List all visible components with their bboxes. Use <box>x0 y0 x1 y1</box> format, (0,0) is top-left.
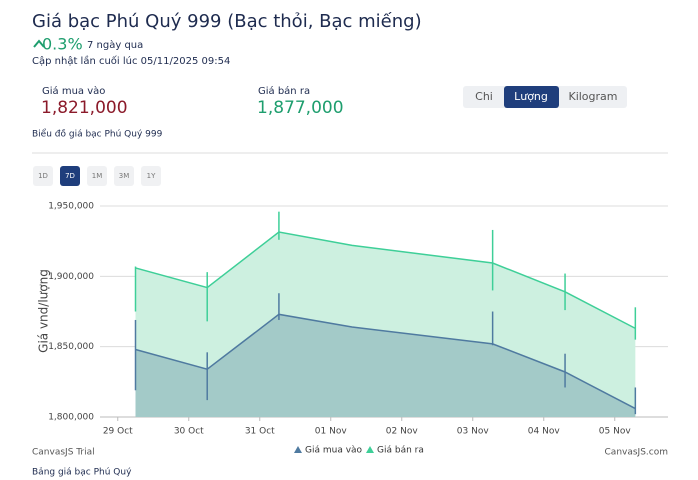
legend-label[interactable]: Giá mua vào <box>305 446 363 456</box>
price-value: 1,877,000 <box>257 98 344 118</box>
range-label[interactable]: 3M <box>119 172 130 180</box>
updated: Cập nhật lần cuối lúc 05/11/2025 09:54 <box>32 55 230 67</box>
range-label[interactable]: 7D <box>65 172 75 180</box>
x-tick-label: 01 Nov <box>315 427 348 437</box>
unit-tab[interactable]: Kilogram <box>568 90 617 103</box>
range-button[interactable] <box>60 166 80 186</box>
x-tick-label: 05 Nov <box>599 427 632 437</box>
y-axis-title: Giá vnd/lượng <box>37 269 51 353</box>
legend-marker <box>294 446 302 453</box>
change: 0.3% <box>42 35 83 54</box>
credit: CanvasJS Trial <box>32 448 95 458</box>
credit[interactable]: CanvasJS.com <box>605 448 668 458</box>
range-button[interactable] <box>114 166 134 186</box>
price-label: Giá bán ra <box>258 85 310 97</box>
y-tick-label: 1,800,000 <box>48 413 94 423</box>
x-tick-label: 04 Nov <box>528 427 561 437</box>
y-tick-label: 1,900,000 <box>48 272 94 282</box>
y-tick-label: 1,950,000 <box>48 202 94 212</box>
x-tick-label: 29 Oct <box>103 427 133 437</box>
area-fill <box>135 314 636 417</box>
price-value: 1,821,000 <box>41 98 128 118</box>
legend-label[interactable]: Giá bán ra <box>377 446 424 456</box>
range-button[interactable] <box>87 166 107 186</box>
active-tab <box>504 86 559 108</box>
x-tick-label: 02 Nov <box>386 427 419 437</box>
footer-title: Bảng giá bạc Phú Quý <box>32 467 132 478</box>
range-label[interactable]: 1Y <box>147 172 156 180</box>
page-title: Giá bạc Phú Quý 999 (Bạc thỏi, Bạc miếng… <box>32 11 422 32</box>
unit-tab[interactable]: Chi <box>475 90 493 103</box>
x-tick-label: 03 Nov <box>457 427 490 437</box>
legend-marker <box>366 446 374 453</box>
range-button[interactable] <box>141 166 161 186</box>
price-label: Giá mua vào <box>42 85 105 97</box>
chart-caption: Biểu đồ giá bạc Phú Quý 999 <box>32 129 163 140</box>
unit-tab[interactable]: Lượng <box>514 90 548 103</box>
period: 7 ngày qua <box>87 39 143 51</box>
x-tick-label: 31 Oct <box>245 427 275 437</box>
range-button[interactable] <box>33 166 53 186</box>
up-arrow <box>33 39 45 48</box>
x-tick-label: 30 Oct <box>174 427 204 437</box>
y-tick-label: 1,850,000 <box>48 342 94 352</box>
range-label[interactable]: 1M <box>92 172 103 180</box>
range-label[interactable]: 1D <box>38 172 48 180</box>
